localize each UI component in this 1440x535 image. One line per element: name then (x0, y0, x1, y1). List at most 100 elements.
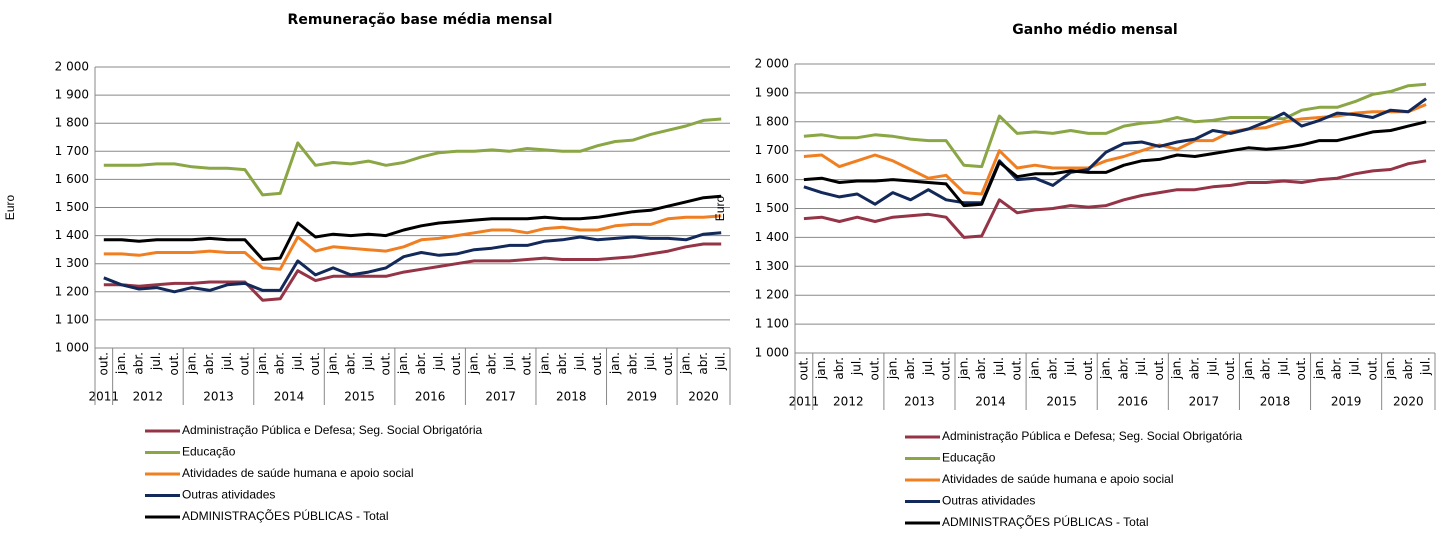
series-line (103, 194, 722, 261)
x-tick-label: jan. (1099, 357, 1113, 380)
x-tick-label: jul. (1134, 357, 1148, 376)
x-group-label: 2011 (89, 390, 120, 404)
x-tick-label: abr. (1188, 357, 1202, 380)
x-tick-label: out. (96, 352, 110, 375)
y-tick-label: 1 500 (755, 201, 789, 215)
legend-label: ADMINISTRAÇÕES PÚBLICAS - Total (942, 514, 1149, 529)
x-tick-label: jan. (1241, 357, 1255, 380)
x-tick-label: jan. (885, 357, 899, 380)
x-tick-label: abr. (903, 357, 917, 380)
x-tick-label: jul. (921, 357, 935, 376)
x-group-label: 2011 (789, 395, 820, 409)
y-tick-label: 1 600 (755, 172, 789, 186)
legend-label: Outras atividades (942, 494, 1035, 508)
y-axis-label: Euro (3, 195, 17, 221)
x-tick-label: jul. (643, 352, 657, 371)
x-group-label: 2018 (556, 390, 587, 404)
x-tick-label: jan. (1312, 357, 1326, 380)
x-group-label: 2016 (1118, 395, 1149, 409)
x-tick-label: out. (1294, 357, 1308, 380)
x-tick-label: out. (449, 352, 463, 375)
x-tick-label: abr. (832, 357, 846, 380)
x-group-label: 2013 (203, 390, 234, 404)
x-tick-label: abr. (696, 352, 710, 375)
x-tick-label: jan. (956, 357, 970, 380)
legend-label: ADMINISTRAÇÕES PÚBLICAS - Total (182, 508, 389, 523)
x-tick-label: jul. (714, 352, 728, 371)
y-tick-label: 1 000 (755, 346, 789, 360)
x-tick-label: jul. (850, 357, 864, 376)
x-tick-label: out. (661, 352, 675, 375)
x-tick-label: jan. (185, 352, 199, 375)
x-tick-label: abr. (343, 352, 357, 375)
y-tick-label: 1 900 (755, 85, 789, 99)
y-tick-label: 1 200 (55, 284, 89, 298)
series-line (803, 103, 1427, 196)
x-tick-label: jan. (1170, 357, 1184, 380)
x-tick-label: jul. (1419, 357, 1433, 376)
x-tick-label: jan. (608, 352, 622, 375)
x-group-label: 2014 (274, 390, 305, 404)
x-tick-label: out. (1223, 357, 1237, 380)
x-tick-label: abr. (1045, 357, 1059, 380)
x-tick-label: abr. (414, 352, 428, 375)
legend-label: Administração Pública e Defesa; Seg. Soc… (942, 429, 1242, 443)
y-tick-label: 1 700 (755, 143, 789, 157)
x-tick-label: abr. (625, 352, 639, 375)
series-line (103, 214, 722, 271)
series-line (803, 82, 1427, 169)
x-tick-label: abr. (132, 352, 146, 375)
series-line (103, 231, 722, 294)
x-group-label: 2020 (1393, 395, 1424, 409)
x-group-label: 2017 (485, 390, 516, 404)
x-tick-label: abr. (484, 352, 498, 375)
x-tick-label: out. (796, 357, 810, 380)
y-tick-label: 2 000 (55, 60, 89, 74)
x-tick-label: jul. (502, 352, 516, 371)
x-tick-label: abr. (555, 352, 569, 375)
x-tick-label: jul. (573, 352, 587, 371)
x-tick-label: jan. (467, 352, 481, 375)
y-tick-label: 2 000 (755, 57, 789, 71)
x-tick-label: out. (167, 352, 181, 375)
series-line (803, 120, 1427, 208)
y-tick-label: 1 800 (755, 114, 789, 128)
x-tick-label: jan. (1028, 357, 1042, 380)
y-tick-label: 1 300 (755, 259, 789, 273)
x-tick-label: jul. (290, 352, 304, 371)
x-tick-label: out. (308, 352, 322, 375)
x-tick-label: out. (237, 352, 251, 375)
y-tick-label: 1 400 (55, 228, 89, 242)
legend-label: Atividades de saúde humana e apoio socia… (942, 472, 1174, 486)
x-tick-label: jul. (1348, 357, 1362, 376)
chart-title: Remuneração base média mensal (288, 12, 553, 28)
x-tick-label: jul. (992, 357, 1006, 376)
x-group-label: 2017 (1189, 395, 1220, 409)
x-tick-label: jan. (255, 352, 269, 375)
legend-label: Educação (942, 451, 996, 465)
y-tick-label: 1 700 (55, 144, 89, 158)
x-tick-label: abr. (974, 357, 988, 380)
y-tick-label: 1 200 (755, 288, 789, 302)
x-tick-label: out. (520, 352, 534, 375)
series-line (803, 159, 1427, 239)
series-line (103, 242, 722, 302)
x-group-label: 2018 (1260, 395, 1291, 409)
x-tick-label: jan. (326, 352, 340, 375)
x-tick-label: jan. (1383, 357, 1397, 380)
x-tick-label: jul. (149, 352, 163, 371)
x-tick-label: out. (1152, 357, 1166, 380)
x-tick-label: out. (1365, 357, 1379, 380)
y-tick-label: 1 800 (55, 116, 89, 130)
x-tick-label: out. (590, 352, 604, 375)
x-group-label: 2019 (1331, 395, 1362, 409)
x-tick-label: out. (379, 352, 393, 375)
x-group-label: 2013 (904, 395, 935, 409)
x-tick-label: jul. (1063, 357, 1077, 376)
y-tick-label: 1 600 (55, 172, 89, 186)
x-tick-label: jan. (814, 357, 828, 380)
y-tick-label: 1 300 (55, 256, 89, 270)
y-tick-label: 1 500 (55, 200, 89, 214)
series-line (803, 97, 1427, 206)
